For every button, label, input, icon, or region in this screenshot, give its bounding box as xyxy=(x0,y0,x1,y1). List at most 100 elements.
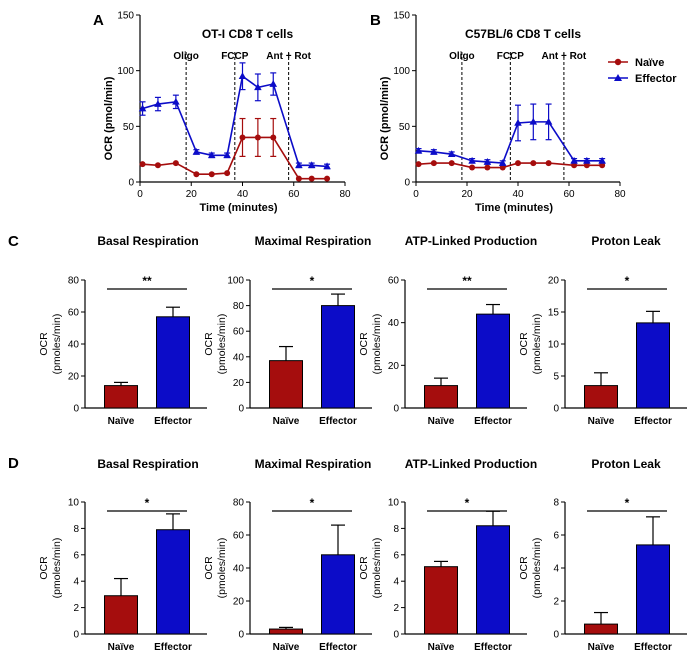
y-tick-label: 4 xyxy=(393,577,399,588)
bar-effector xyxy=(321,305,355,409)
data-point-naive xyxy=(139,161,146,168)
data-point-effector xyxy=(414,146,423,154)
x-category-label: Naïve xyxy=(273,642,300,653)
x-category-label: Naïve xyxy=(273,416,300,427)
bar-naive xyxy=(584,385,618,409)
y-tick-label: 0 xyxy=(393,404,399,415)
bar-naive xyxy=(104,595,138,635)
chart-c3: ATP-Linked Production0204060OCR(pmoles/m… xyxy=(358,234,537,427)
legend-naive-label: Naïve xyxy=(635,57,664,69)
significance-label: * xyxy=(625,274,630,288)
data-point-effector xyxy=(598,156,606,164)
chart-c1: Basal Respiration 0 20 40 60 80 OCR(pmoles/min… xyxy=(38,234,207,427)
y-tick-label: 8 xyxy=(73,524,79,535)
data-point-naive xyxy=(224,170,231,177)
data-point-effector xyxy=(238,72,247,80)
legend: Naïve Effector xyxy=(608,57,677,85)
y-tick-label: 6 xyxy=(393,550,399,561)
legend-effector-marker xyxy=(614,74,622,81)
chart-title: Maximal Respiration xyxy=(255,234,372,248)
data-point-naive xyxy=(469,164,476,171)
data-point-effector xyxy=(138,104,147,112)
y-tick-label: 0 xyxy=(553,404,559,415)
x-tick-label: 0 xyxy=(413,189,419,200)
chart-title: OT-I CD8 T cells xyxy=(202,27,294,41)
bar-effector xyxy=(476,313,510,409)
y-tick-label: 0 xyxy=(128,178,134,189)
x-category-label: Effector xyxy=(319,642,357,653)
x-axis-label: Time (minutes) xyxy=(199,202,277,214)
injection-label: FCCP xyxy=(221,51,249,62)
chart-title: ATP-Linked Production xyxy=(405,457,537,471)
y-tick-label: 0 xyxy=(404,178,410,189)
series-naive xyxy=(139,117,331,182)
y-tick-label: 20 xyxy=(233,378,245,389)
y-tick-label: 4 xyxy=(553,564,559,575)
bar-naive xyxy=(584,623,618,635)
y-tick-label: 6 xyxy=(73,550,79,561)
data-point-effector xyxy=(529,117,538,125)
x-tick-label: 20 xyxy=(186,189,198,200)
y-axis-label: OCR (pmol/min) xyxy=(379,76,391,160)
series-effector xyxy=(138,62,331,170)
y-tick-label: 40 xyxy=(68,340,80,351)
chart-title: Proton Leak xyxy=(591,457,661,471)
chart-c4: Proton Leak 0 5 10 15 20 OCR(pmoles/min) Naïve E… xyxy=(518,234,687,427)
x-category-label: Effector xyxy=(634,416,672,427)
y-tick-label: 60 xyxy=(68,308,80,319)
x-category-label: Naïve xyxy=(588,642,615,653)
y-tick-label: 10 xyxy=(388,498,400,509)
chart-d4: Proton Leak 0 2 4 6 8 OCR(pmoles/min) Naïve Effe… xyxy=(518,457,687,653)
chart-c2: Maximal Respiration020406080100OCR(pmole… xyxy=(203,234,372,427)
significance-label: ** xyxy=(462,274,472,288)
bar-naive xyxy=(269,360,303,409)
data-point-naive xyxy=(430,160,437,167)
data-point-effector xyxy=(498,159,507,166)
y-axis-label: OCR(pmoles/min) xyxy=(358,538,383,599)
data-point-effector xyxy=(223,151,231,159)
panel-letter-a: A xyxy=(93,12,104,29)
bar-effector xyxy=(636,322,670,409)
x-category-label: Effector xyxy=(319,416,357,427)
data-point-naive xyxy=(324,175,331,182)
x-tick-label: 0 xyxy=(137,189,143,200)
y-axis-label-line: OCR xyxy=(518,332,530,356)
data-point-effector xyxy=(447,150,456,157)
x-category-label: Naïve xyxy=(428,416,455,427)
y-tick-label: 40 xyxy=(233,352,245,363)
data-point-naive xyxy=(448,160,455,167)
y-axis-label: OCR(pmoles/min) xyxy=(203,314,228,375)
data-point-naive xyxy=(172,160,179,167)
y-tick-label: 8 xyxy=(553,498,559,509)
x-tick-label: 60 xyxy=(288,189,300,200)
bar-naive xyxy=(424,385,458,409)
significance-label: * xyxy=(465,496,470,510)
data-point-naive xyxy=(515,160,521,167)
data-point-naive xyxy=(583,162,590,169)
y-axis-label-line: OCR xyxy=(38,332,50,356)
data-point-effector xyxy=(323,162,331,170)
y-axis-label-line: (pmoles/min) xyxy=(531,538,543,599)
y-axis-label: OCR(pmoles/min) xyxy=(358,314,383,375)
y-axis-label-line: (pmoles/min) xyxy=(371,314,383,375)
chart-title: ATP-Linked Production xyxy=(405,234,537,248)
significance-label: * xyxy=(310,496,315,510)
injection-label: Oligo xyxy=(173,51,199,62)
y-axis-label-line: OCR xyxy=(203,556,215,580)
y-axis-label-line: (pmoles/min) xyxy=(51,314,63,375)
y-axis-label: OCR (pmol/min) xyxy=(103,76,115,160)
data-point-naive xyxy=(484,164,491,171)
chart-title: Basal Respiration xyxy=(97,234,198,248)
data-point-naive xyxy=(295,175,302,182)
y-tick-label: 20 xyxy=(233,597,245,608)
y-tick-label: 5 xyxy=(553,372,559,383)
x-category-label: Effector xyxy=(474,642,512,653)
x-category-label: Effector xyxy=(154,642,192,653)
y-axis-label-line: (pmoles/min) xyxy=(216,538,228,599)
series-effector xyxy=(414,103,606,166)
data-point-naive xyxy=(154,162,161,169)
y-axis-label-line: OCR xyxy=(203,332,215,356)
data-point-effector xyxy=(468,156,476,164)
y-axis-label-line: (pmoles/min) xyxy=(216,314,228,375)
x-category-label: Effector xyxy=(154,416,192,427)
